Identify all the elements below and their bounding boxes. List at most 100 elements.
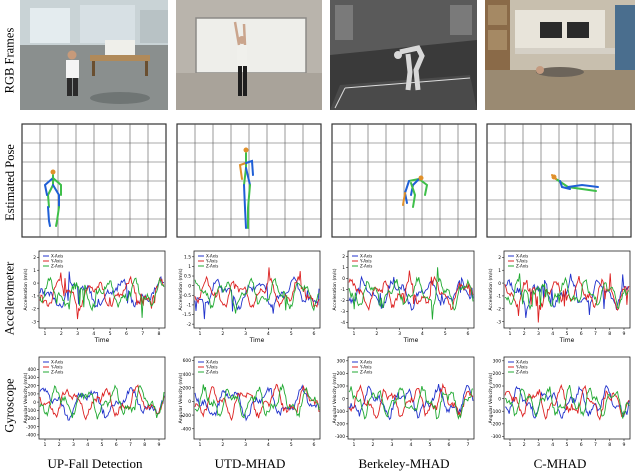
y-tick-label: 0 [342,276,345,282]
x-tick-label: 1 [509,442,512,448]
x-tick-label: 4 [551,442,554,448]
pose-grid-utd [176,123,322,238]
x-axis-series [348,384,474,421]
y-tick-label: -0.5 [182,293,191,299]
y-tick-label: -1 [341,287,346,293]
y-tick-label: -200 [26,416,36,422]
acc-svg-0: 2 1 0 -1 -2 -3 1 2 3 4 5 6 7 8 Acceleration (m/s) Time X… [23,250,166,344]
x-tick-label: 2 [523,331,526,337]
column-label-upfall: UP-Fall Detection [47,456,143,471]
x-tick-label: 7 [594,442,597,448]
row-label-gyro: Gyroscope [0,355,20,455]
acc-svg-3: 2 1 0 -1 -2 -3 1 2 3 4 5 6 7 8 9 Acceleration (m/s) Time… [488,250,631,344]
legend-label: Z-Axis [51,370,63,375]
x-tick-label: 8 [608,442,611,448]
y-tick-label: -200 [335,422,345,428]
x-tick-label: 6 [580,331,583,337]
y-axis-label: Angular Velocity (m/s) [178,372,184,423]
y-tick-label: 300 [493,358,502,364]
x-tick-label: 9 [623,331,626,337]
gyro-svg-3: 300 200 100 0 -100 -200 -300 1 2 3 4 5 6 7 8 9 Angular V… [488,356,631,448]
x-tick-label: 5 [290,331,293,337]
x-tick-label: 6 [313,331,316,337]
x-tick-label: 2 [375,331,378,337]
y-tick-label: 200 [183,385,192,391]
y-axis-label: Acceleration (m/s) [488,268,494,310]
plot-frame [347,250,475,329]
legend-label: Z-Axis [51,264,63,269]
x-tick-label: 3 [537,331,540,337]
legend-label: Z-Axis [360,264,372,269]
x-tick-label: 1 [353,442,356,448]
acc-svg-2: 2 1 0 -1 -2 -3 -4 1 2 3 4 5 6 Acceleration (m/s) Time X… [332,250,475,344]
z-axis-series [194,383,320,419]
x-tick-label: 1 [199,442,202,448]
x-tick-label: 1 [44,442,47,448]
x-tick-label: 5 [429,442,432,448]
x-axis-series [194,384,320,422]
y-axis-series [194,383,320,422]
pose-grid-berkeley [331,123,477,238]
y-tick-label: -100 [26,408,36,414]
legend-label: X-Axis [206,254,218,259]
acc-plot-upfall: 2 1 0 -1 -2 -3 1 2 3 4 5 6 7 8 Acceleration (m/s) Time X… [22,247,168,350]
x-axis-label: Time [403,337,419,344]
y-tick-label: -300 [335,434,345,440]
x-tick-label: 3 [244,442,247,448]
y-axis-label: Angular Velocity (m/s) [488,372,494,423]
y-tick-label: 200 [337,371,346,377]
y-axis-series [348,382,474,419]
legend-label: Y-Axis [359,259,372,264]
y-axis-series [194,267,320,309]
x-tick-label: 4 [267,442,270,448]
legend-label: Z-Axis [360,370,372,375]
x-tick-label: 4 [86,442,89,448]
x-tick-label: 7 [594,331,597,337]
y-tick-label: -3 [497,319,502,325]
column-label-cmhad: C-MHAD [533,456,587,471]
x-tick-label: 6 [125,331,128,337]
legend-label: Z-Axis [206,370,218,375]
y-axis-series [504,273,630,323]
y-tick-label: -2 [341,298,346,304]
row-label-acc-text: Accelerometer [2,261,17,335]
y-tick-label: 100 [493,384,502,390]
x-tick-label: 7 [467,442,470,448]
x-tick-label: 1 [353,331,356,337]
x-axis-label: Time [559,337,575,344]
legend-label: X-Axis [51,360,63,365]
y-tick-label: 300 [28,375,37,381]
row-label-pose-text: Estimated Pose [2,144,17,221]
legend-label: Y-Axis [515,365,528,370]
y-tick-label: 1.5 [184,254,191,260]
row-label-acc: Accelerometer [0,248,20,348]
acc-svg-1: 1.5 1 0.5 0 -0.5 -1 -1.5 -2 1 2 3 4 5 6 Acceleration (… [178,250,321,344]
y-tick-label: -2 [32,306,37,312]
y-tick-label: 400 [28,367,37,373]
x-tick-label: 6 [115,442,118,448]
row-label-pose: Estimated Pose [0,125,20,240]
legend-label: Y-Axis [205,259,218,264]
y-axis-label: Angular Velocity (m/s) [332,372,338,423]
gyro-svg-2: 300 200 100 0 -100 -200 -300 1 2 3 4 5 6 7 Angular Vel… [332,356,475,448]
x-axis-label: Time [94,337,110,344]
y-tick-label: 1 [33,268,36,274]
column-label-utd: UTD-MHAD [214,456,286,471]
legend-label: X-Axis [206,360,218,365]
pose-grid-upfall [21,123,167,238]
x-tick-label: 1 [199,331,202,337]
x-tick-label: 3 [537,442,540,448]
legend-label: Y-Axis [515,259,528,264]
y-axis-series [39,272,165,320]
x-tick-label: 5 [109,331,112,337]
acc-plot-cmhad: 2 1 0 -1 -2 -3 1 2 3 4 5 6 7 8 9 Acceleration (m/s) Time… [487,247,633,350]
pose-grid-cmhad [486,123,632,238]
x-tick-label: 3 [72,442,75,448]
plot-frame [38,250,166,329]
y-tick-label: 200 [28,383,37,389]
rgb-frame-upfall [20,0,168,110]
